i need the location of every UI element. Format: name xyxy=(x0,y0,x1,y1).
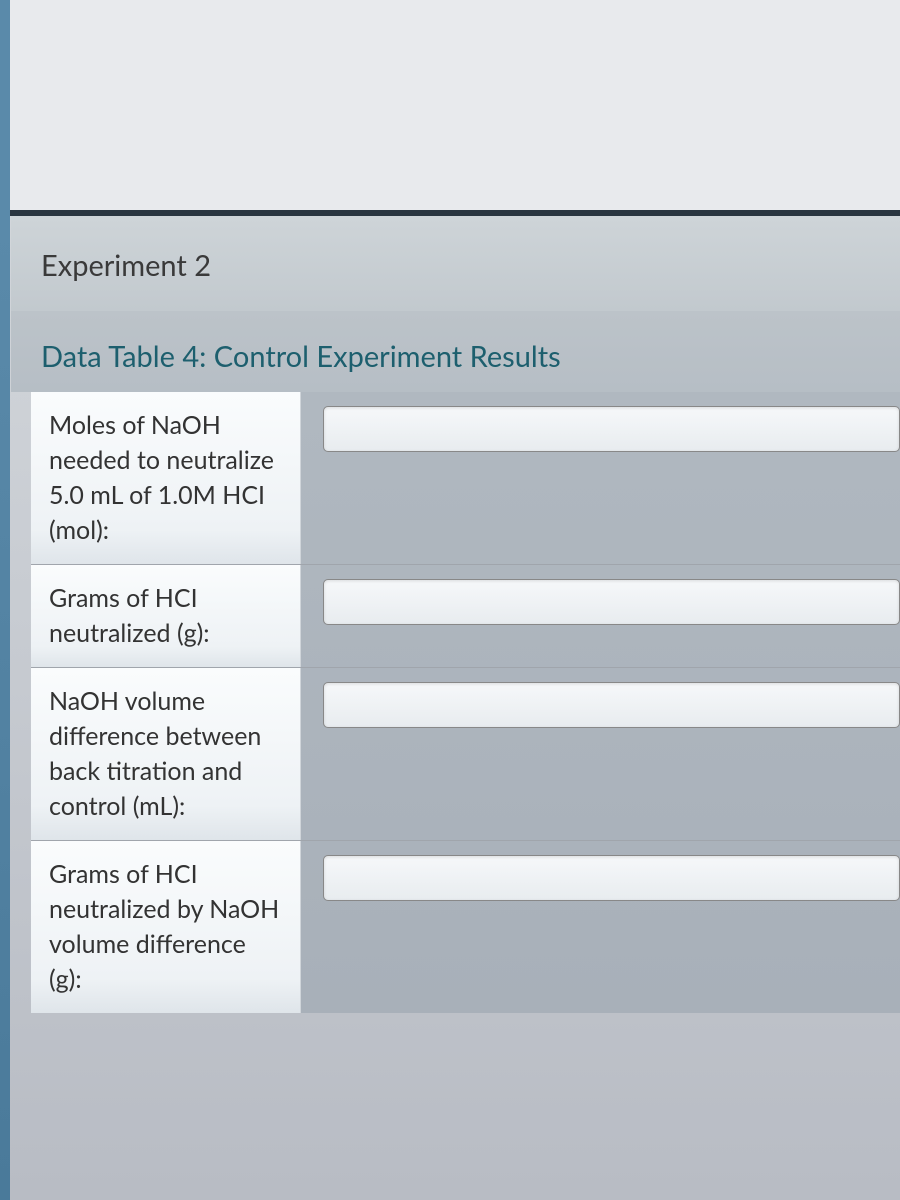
volume-diff-input[interactable] xyxy=(323,682,900,728)
row-label-moles-naoh: Moles of NaOH needed to neutralize 5.0 m… xyxy=(31,392,301,564)
table-row: Grams of HCI neutralized (g): xyxy=(31,564,900,667)
section-header: Experiment 2 xyxy=(11,216,900,311)
moles-naoh-input[interactable] xyxy=(323,406,900,452)
left-accent-bar xyxy=(0,210,10,1200)
row-label-grams-hcl: Grams of HCI neutralized (g): xyxy=(31,565,301,667)
top-empty-region xyxy=(0,0,900,210)
content-wrapper: Experiment 2 Data Table 4: Control Exper… xyxy=(10,216,900,1013)
grams-hcl-by-diff-input[interactable] xyxy=(323,855,900,901)
row-input-cell xyxy=(301,565,900,639)
row-label-volume-diff: NaOH volume difference between back titr… xyxy=(31,668,301,840)
section-heading: Experiment 2 xyxy=(41,248,870,283)
table-row: NaOH volume difference between back titr… xyxy=(31,667,900,840)
table-row: Grams of HCI neutralized by NaOH volume … xyxy=(31,840,900,1013)
grams-hcl-input[interactable] xyxy=(323,579,900,625)
row-input-cell xyxy=(301,392,900,466)
table-title: Data Table 4: Control Experiment Results xyxy=(41,339,870,374)
data-table: Moles of NaOH needed to neutralize 5.0 m… xyxy=(31,392,900,1013)
row-input-cell xyxy=(301,668,900,742)
row-input-cell xyxy=(301,841,900,915)
row-label-grams-hcl-by-diff: Grams of HCI neutralized by NaOH volume … xyxy=(31,841,301,1013)
table-row: Moles of NaOH needed to neutralize 5.0 m… xyxy=(31,392,900,564)
table-title-wrap: Data Table 4: Control Experiment Results xyxy=(11,311,900,392)
